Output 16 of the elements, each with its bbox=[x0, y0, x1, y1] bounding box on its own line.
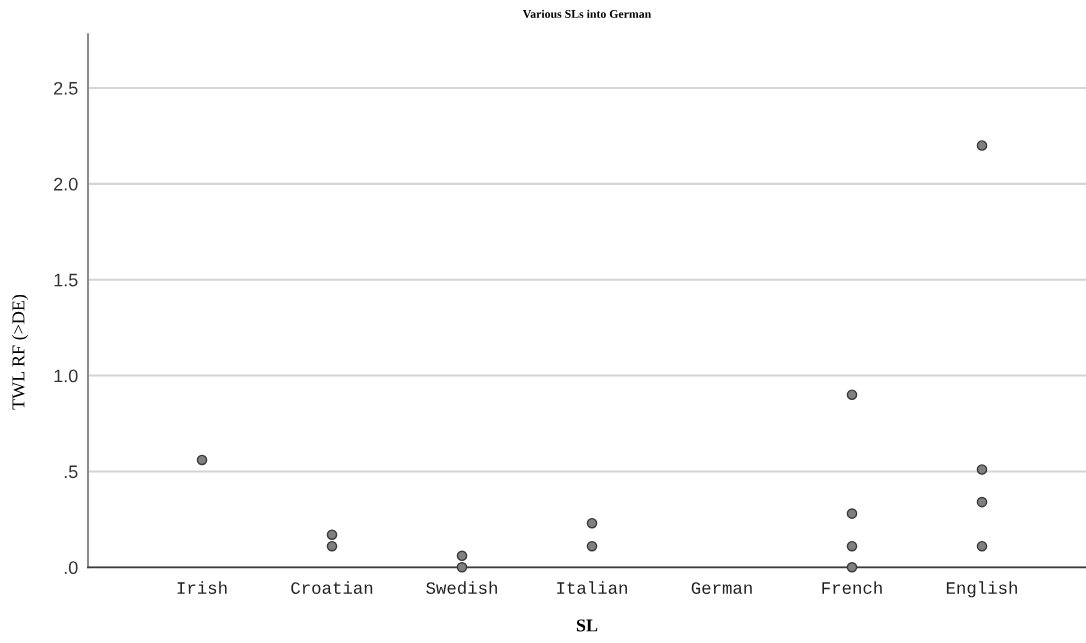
y-tick-label: 1.5 bbox=[54, 273, 78, 287]
y-tick-label: 1.0 bbox=[54, 369, 78, 383]
chart-title: Various SLs into German bbox=[522, 9, 652, 19]
x-tick-label: English bbox=[946, 581, 1017, 598]
x-axis-title: SL bbox=[576, 619, 598, 632]
y-tick-label: .0 bbox=[64, 561, 78, 575]
x-tick-label: Irish bbox=[177, 581, 227, 594]
y-tick-label: .5 bbox=[64, 465, 78, 479]
x-tick-label: Swedish bbox=[426, 581, 497, 594]
x-tick-label: Croatian bbox=[291, 581, 373, 594]
x-tick-label: German bbox=[691, 582, 752, 594]
y-tick-label: 2.0 bbox=[54, 177, 78, 191]
x-tick-label: French bbox=[822, 581, 882, 594]
y-tick-label: 2.5 bbox=[54, 81, 78, 95]
x-tick-label: Italian bbox=[557, 581, 627, 594]
y-axis-title: TWL RF (>DE) bbox=[11, 294, 29, 410]
